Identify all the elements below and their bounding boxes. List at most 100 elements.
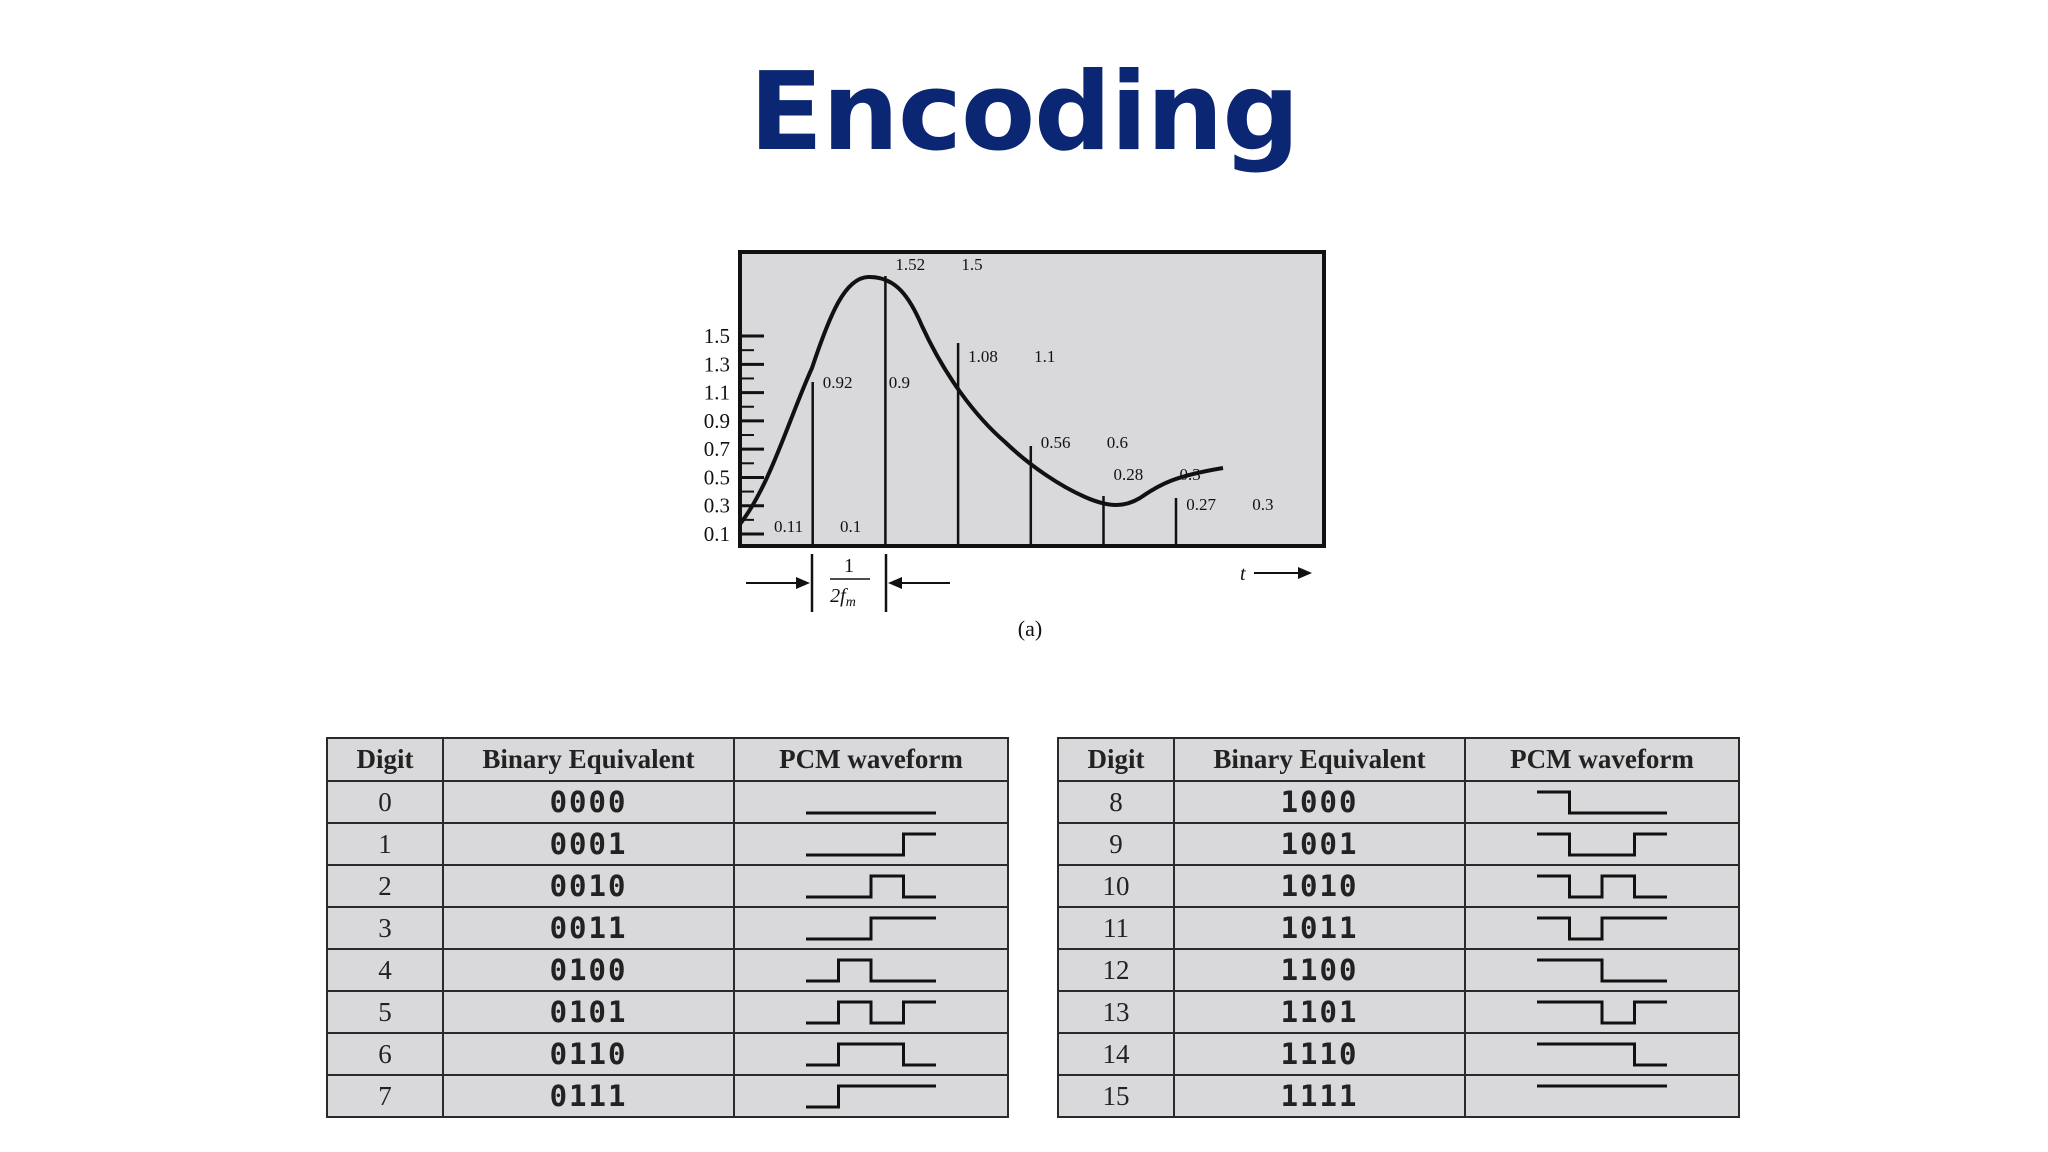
sample-actual-label: 0.11 (774, 517, 803, 536)
waveform-cell (733, 1074, 1009, 1118)
table-row: 13 1101 (1057, 990, 1740, 1034)
table-row: 14 1110 (1057, 1032, 1740, 1076)
digit-cell: 8 (1057, 780, 1175, 824)
digit-cell: 2 (326, 864, 444, 908)
pcm-waveform-path (1537, 1000, 1667, 1025)
pcm-waveform-path (1537, 874, 1667, 899)
pcm-waveform-path (1537, 832, 1667, 857)
sample-quantized-label: 0.6 (1107, 433, 1128, 452)
y-tick-label: 1.5 (704, 324, 730, 348)
digit-cell: 3 (326, 906, 444, 950)
pcm-waveform (806, 811, 936, 815)
sample-actual-label: 1.52 (895, 255, 925, 274)
sample-quantized-label: 1.1 (1034, 347, 1055, 366)
table-row: 8 1000 (1057, 780, 1740, 824)
pcm-waveform (1537, 1042, 1667, 1067)
header-binary: Binary Equivalent (442, 737, 735, 782)
pcm-waveform-path (806, 1042, 936, 1067)
waveform-cell (1464, 1032, 1740, 1076)
pcm-waveform-path (806, 1000, 936, 1025)
table-row: 12 1100 (1057, 948, 1740, 992)
pcm-waveform-path (1537, 790, 1667, 815)
header-binary: Binary Equivalent (1173, 737, 1466, 782)
sample-actual-label: 0.28 (1114, 465, 1144, 484)
table-row: 11 1011 (1057, 906, 1740, 950)
sample-actual-label: 0.92 (823, 373, 853, 392)
pcm-waveform (806, 958, 936, 983)
digit-cell: 15 (1057, 1074, 1175, 1118)
waveform-cell (733, 906, 1009, 950)
time-axis-arrowhead (1298, 567, 1312, 579)
digit-cell: 7 (326, 1074, 444, 1118)
pcm-waveform (1537, 916, 1667, 941)
binary-cell: 1010 (1173, 864, 1466, 908)
table-row: 1 0001 (326, 822, 1009, 866)
y-tick-label: 0.7 (704, 437, 730, 461)
sample-actual-label: 0.56 (1041, 433, 1071, 452)
digit-cell: 6 (326, 1032, 444, 1076)
table-row: 6 0110 (326, 1032, 1009, 1076)
waveform-cell (1464, 822, 1740, 866)
table-row: 15 1111 (1057, 1074, 1740, 1118)
digit-cell: 12 (1057, 948, 1175, 992)
binary-cell: 0000 (442, 780, 735, 824)
digit-cell: 14 (1057, 1032, 1175, 1076)
pcm-waveform-path (806, 874, 936, 899)
table-row: 9 1001 (1057, 822, 1740, 866)
y-tick-label: 1.1 (704, 381, 730, 405)
table-row: 2 0010 (326, 864, 1009, 908)
binary-cell: 0011 (442, 906, 735, 950)
pcm-waveform-path (806, 1084, 936, 1109)
waveform-cell (733, 822, 1009, 866)
binary-cell: 1100 (1173, 948, 1466, 992)
sample-quantized-label: 0.9 (889, 373, 910, 392)
pcm-waveform-path (806, 916, 936, 941)
binary-cell: 1011 (1173, 906, 1466, 950)
pcm-waveform (806, 1042, 936, 1067)
pcm-table-right: Digit Binary Equivalent PCM waveform 8 10… (1057, 737, 1740, 1118)
sampled-signal-figure: 1.5 1.3 1.1 0.9 0.7 0.5 0.3 0.1 0.11 0.1 0.92 0.9 1… (704, 250, 1326, 641)
pcm-waveform (806, 916, 936, 941)
sample-quantized-label: 0.1 (840, 517, 861, 536)
binary-cell: 0110 (442, 1032, 735, 1076)
digit-cell: 11 (1057, 906, 1175, 950)
waveform-cell (1464, 780, 1740, 824)
digit-cell: 9 (1057, 822, 1175, 866)
waveform-cell (733, 948, 1009, 992)
sample-actual-label: 0.27 (1186, 495, 1216, 514)
time-axis-label: t (1240, 563, 1246, 585)
binary-cell: 0101 (442, 990, 735, 1034)
signal-curve (738, 274, 1224, 526)
table-row: 3 0011 (326, 906, 1009, 950)
binary-cell: 0001 (442, 822, 735, 866)
waveform-cell (733, 864, 1009, 908)
binary-cell: 1000 (1173, 780, 1466, 824)
table-row: 4 0100 (326, 948, 1009, 992)
interval-arrowhead-left (796, 577, 810, 589)
waveform-cell (1464, 906, 1740, 950)
interval-arrowhead-right (888, 577, 902, 589)
waveform-cell (1464, 1074, 1740, 1118)
interval-numerator: 1 (844, 555, 854, 577)
binary-cell: 0010 (442, 864, 735, 908)
interval-denominator: 2fm (830, 585, 856, 610)
waveform-cell (733, 990, 1009, 1034)
pcm-table-left: Digit Binary Equivalent PCM waveform 0 00… (326, 737, 1009, 1118)
pcm-waveform-path (1537, 958, 1667, 983)
pcm-waveform (1537, 790, 1667, 815)
pcm-waveform-path (1537, 916, 1667, 941)
slide-title: Encoding (749, 50, 1299, 175)
pcm-waveform-path (806, 958, 936, 983)
pcm-waveform-path (806, 832, 936, 857)
digit-cell: 10 (1057, 864, 1175, 908)
digit-cell: 5 (326, 990, 444, 1034)
header-digit: Digit (326, 737, 444, 782)
y-tick-label: 0.9 (704, 409, 730, 433)
sample-actual-label: 1.08 (968, 347, 998, 366)
pcm-waveform-path (1537, 1042, 1667, 1067)
waveform-cell (1464, 948, 1740, 992)
header-waveform: PCM waveform (733, 737, 1009, 782)
waveform-cell (1464, 864, 1740, 908)
pcm-waveform (1537, 874, 1667, 899)
y-tick-label: 0.1 (704, 522, 730, 546)
